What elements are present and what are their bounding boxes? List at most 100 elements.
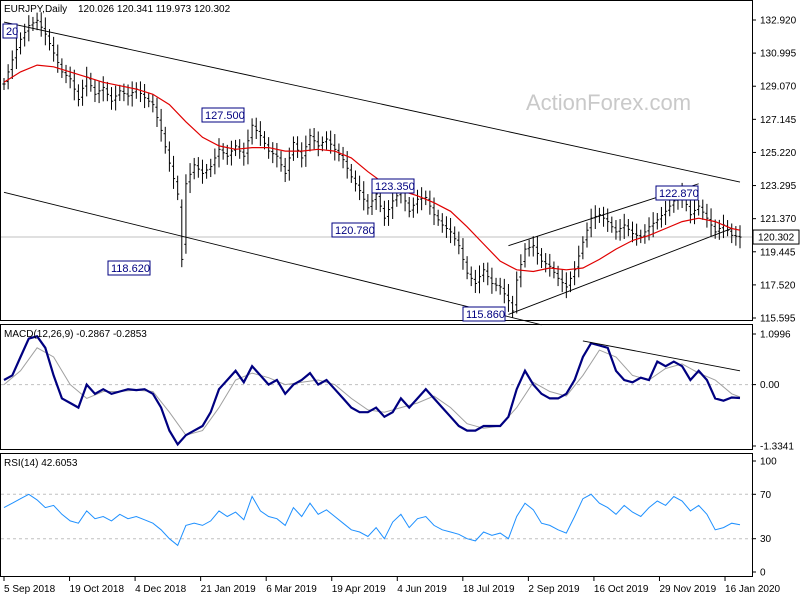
price-candle [271,142,275,164]
annotation-layer: 20 127.500 118.620 123.350 120.780 115.860 122… [2,23,699,322]
price-candle [213,148,217,175]
price-candle [39,12,43,37]
price-candle [391,189,395,220]
price-candle [353,170,358,192]
annotation-box [201,107,245,123]
price-candle [523,243,527,268]
rsi-axis-tick-label: 0 [760,568,766,579]
price-candle [473,269,477,293]
x-axis-tick-label: 19 Oct 2018 [70,584,125,595]
price-axis-tick-label: 121.370 [760,214,797,225]
price-candle [320,136,324,152]
price-candle [502,278,506,304]
price-candle [436,209,440,226]
price-candle [606,208,610,232]
price-candle [93,79,97,103]
price-candle [448,217,453,244]
price-candle [205,163,209,179]
price-candle [659,206,664,228]
price-candle [180,199,184,268]
macd-line [3,335,741,447]
price-candle [585,222,589,248]
price-candle [535,236,539,265]
price-candle [312,128,316,150]
price-candle [527,239,531,257]
annotation-label: 123.350 [375,181,415,193]
price-candle [176,175,180,201]
annotation-box [371,178,415,194]
trendline-1 [3,191,542,326]
price-candle [349,163,353,183]
moving-average-line [3,64,741,273]
price-candle [85,66,89,97]
x-axis-tick-label: 5 Sep 2018 [4,584,56,595]
price-candle [18,32,23,55]
ohlc-values: 120.026 120.341 119.973 120.302 [78,4,231,15]
price-annotation: 122.870 [655,185,699,201]
price-candle [76,84,81,107]
macd-trendline-0 [582,340,741,372]
price-candle [138,81,143,103]
annotation-label: 118.620 [111,263,150,275]
price-candle [630,221,635,243]
price-layer [1,12,752,326]
annotation-label: 120.780 [335,225,375,237]
x-axis-tick-label: 19 Apr 2019 [332,584,386,595]
rsi-layer [1,493,752,547]
price-candle [738,225,742,249]
watermark: ActionForex.com [526,90,691,115]
price-candle [308,128,312,152]
price-panel-title: EURJPY,Daily 120.026 120.341 119.973 120… [4,4,231,15]
price-candle [663,200,668,226]
price-candle [713,219,717,239]
price-candle [31,16,35,32]
price-candle [531,236,535,257]
price-candle [159,108,163,142]
price-candle [589,208,593,238]
price-axis-tick-label: 127.145 [760,115,797,126]
price-candle [486,262,490,286]
price-candle [221,143,225,160]
price-candle [407,196,411,218]
price-candle [597,207,602,223]
macd-panel-frame [0,324,753,450]
annotation-label: 115.860 [466,309,505,321]
price-candle [643,224,647,244]
price-candle [163,126,167,154]
price-candle [411,197,415,218]
price-candle [283,157,287,183]
rsi-line [3,493,741,547]
price-candle [482,262,486,283]
x-axis-tick-label: 6 Mar 2019 [266,584,317,595]
price-candle [324,131,329,150]
trendline-0 [3,21,741,183]
price-candle [362,181,366,211]
symbol-label: EURJPY,Daily [4,4,67,15]
price-candle [23,23,27,47]
price-candle [192,157,196,180]
price-candle [515,271,519,314]
price-candle [457,231,461,255]
price-candle [721,214,726,239]
price-candle [510,295,515,318]
price-candle [262,131,267,150]
price-candle [47,29,52,51]
price-candle [552,261,556,279]
price-candle [72,69,76,101]
price-candle [246,129,250,165]
price-candle [506,284,511,312]
price-candle [626,219,630,237]
price-candle [341,146,345,169]
price-candle [461,238,465,270]
price-candle [27,15,31,42]
price-annotation: 115.860 [462,306,506,322]
price-axis-tick-label: 129.070 [760,82,797,93]
price-candle [701,199,705,220]
annotation-box [107,260,151,276]
price-candle [217,138,221,168]
price-candle [14,38,19,70]
price-candle [639,229,643,244]
price-candle [415,189,420,214]
